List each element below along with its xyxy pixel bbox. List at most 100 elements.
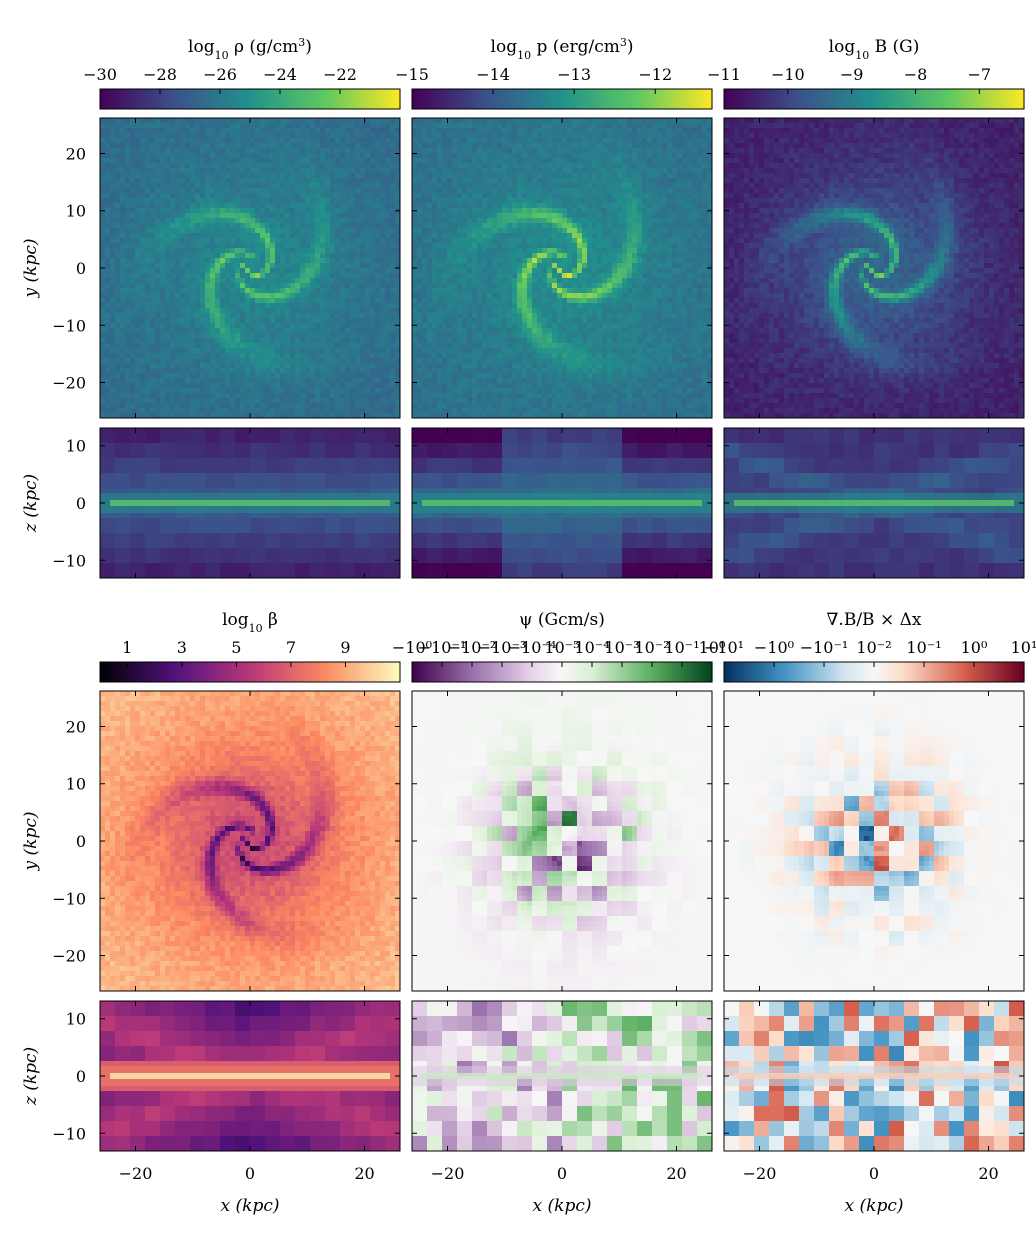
heatmap-cell [330, 118, 336, 124]
heatmap-cell [412, 293, 418, 299]
heatmap-cell [265, 388, 271, 394]
y-tick-label: 20 [66, 144, 86, 163]
heatmap-cell [270, 258, 276, 264]
heatmap-cell [265, 408, 271, 414]
heatmap-cell [380, 248, 386, 254]
heatmap-cell [325, 338, 331, 344]
heatmap-cell [130, 398, 136, 404]
heatmap-cell [285, 393, 291, 399]
colorbar-swatch [117, 662, 121, 682]
colorbar-swatch [380, 89, 384, 109]
heatmap-cell [100, 213, 106, 219]
heatmap-cell [385, 333, 391, 339]
heatmap-cell [210, 198, 216, 204]
colorbar-swatch [130, 662, 134, 682]
heatmap-cell [215, 388, 221, 394]
colorbar-swatch [362, 662, 366, 682]
heatmap-cell [120, 218, 126, 224]
colorbar-swatch [841, 89, 845, 109]
heatmap-cell [195, 153, 201, 159]
heatmap-cell [280, 348, 286, 354]
heatmap-cell [210, 288, 216, 294]
heatmap-cell [422, 368, 428, 374]
heatmap-cell [210, 148, 216, 154]
heatmap-cell [422, 343, 428, 349]
heatmap-cell [195, 248, 201, 254]
heatmap-cell [325, 138, 331, 144]
heatmap-cell [140, 148, 146, 154]
heatmap-cell [295, 288, 301, 294]
heatmap-cell [130, 198, 136, 204]
heatmap-cell [340, 283, 346, 289]
colorbar-swatch [936, 89, 940, 109]
heatmap-cell [270, 138, 276, 144]
heatmap-cell [330, 383, 336, 389]
heatmap-cell [432, 198, 438, 204]
heatmap-cell [260, 373, 266, 379]
heatmap-cell [265, 403, 271, 409]
heatmap-cell [335, 333, 341, 339]
heatmap-cell [110, 273, 116, 279]
heatmap-cell [380, 153, 386, 159]
colorbar-tick-label: −12 [638, 65, 672, 84]
heatmap-cell [145, 203, 151, 209]
heatmap-cell [170, 348, 176, 354]
heatmap-cell [195, 313, 201, 319]
heatmap-cell [220, 413, 226, 418]
heatmap-cell [235, 323, 241, 329]
heatmap-cell [360, 243, 366, 249]
heatmap-cell [380, 343, 386, 349]
heatmap-cell [285, 168, 291, 174]
heatmap-cell [100, 118, 106, 124]
heatmap-cell [155, 263, 161, 269]
heatmap-cell [170, 413, 176, 418]
heatmap-cell [305, 233, 311, 239]
colorbar-swatch [946, 89, 950, 109]
heatmap-cell [130, 223, 136, 229]
heatmap-cell [235, 318, 241, 324]
heatmap-cell [432, 168, 438, 174]
heatmap-cell [215, 123, 221, 129]
heatmap-cell [185, 313, 191, 319]
heatmap-cell [155, 338, 161, 344]
heatmap-cell [315, 413, 321, 418]
heatmap-cell [295, 188, 301, 194]
colorbar-swatch [424, 89, 428, 109]
heatmap-cell [195, 328, 201, 334]
heatmap-cell [340, 158, 346, 164]
colorbar-swatch [866, 89, 870, 109]
colorbar-swatch [731, 89, 735, 109]
heatmap-cell [325, 398, 331, 404]
heatmap-cell [105, 333, 111, 339]
heatmap-cell [325, 208, 331, 214]
heatmap-cell [380, 198, 386, 204]
heatmap-cell [305, 383, 311, 389]
heatmap-cell [365, 318, 371, 324]
heatmap-cell [305, 183, 311, 189]
heatmap-cell [432, 388, 438, 394]
heatmap-cell [452, 138, 458, 144]
heatmap-cell [335, 138, 341, 144]
heatmap-cell [145, 288, 151, 294]
heatmap-cell [432, 358, 438, 364]
heatmap-cell [195, 188, 201, 194]
colorbar-swatch [502, 662, 506, 682]
heatmap-cell [205, 323, 211, 329]
heatmap-cell [125, 218, 131, 224]
heatmap-cell [205, 333, 211, 339]
heatmap-cell [360, 348, 366, 354]
heatmap-cell [320, 353, 326, 359]
heatmap-cell [355, 398, 361, 404]
heatmap-cell [355, 308, 361, 314]
colorbar-swatch [202, 89, 206, 109]
heatmap-cell [447, 323, 453, 329]
heatmap-cell [125, 398, 131, 404]
heatmap-cell [125, 383, 131, 389]
heatmap-cell [375, 188, 381, 194]
heatmap-cell [235, 308, 241, 314]
heatmap-cell [325, 253, 331, 259]
heatmap-cell [315, 303, 321, 309]
heatmap-cell [215, 348, 221, 354]
colorbar-swatch [222, 662, 226, 682]
heatmap-cell [442, 173, 448, 179]
